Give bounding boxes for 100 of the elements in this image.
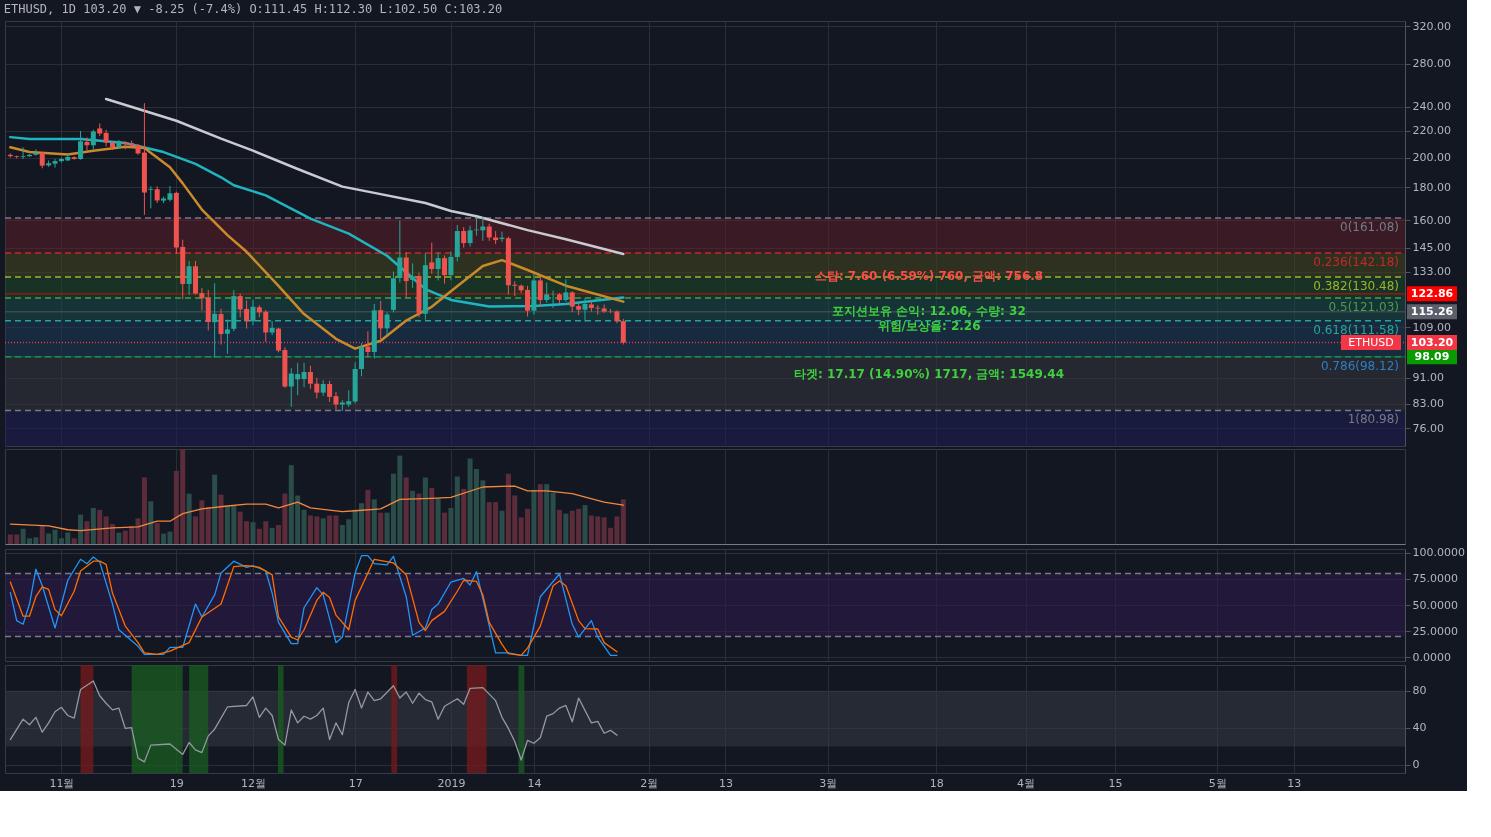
y-tick-label: 103.20 <box>1410 335 1454 349</box>
candlestick <box>244 299 250 330</box>
candlestick <box>537 274 543 308</box>
candlestick <box>397 220 403 283</box>
bar <box>71 538 77 544</box>
bar <box>320 518 326 544</box>
y-tick-label: 98.09 <box>1414 349 1450 363</box>
candlestick <box>429 242 435 275</box>
bar <box>544 484 550 544</box>
bar <box>429 487 435 544</box>
bar <box>301 509 307 544</box>
candlestick <box>314 377 320 400</box>
bar <box>365 489 371 544</box>
candlestick <box>448 250 454 281</box>
candlestick <box>403 251 409 299</box>
x-tick-label: 12월 <box>240 776 266 790</box>
line-series <box>9 680 618 763</box>
candlestick <box>78 130 84 161</box>
y-tick-label: 180.00 <box>1412 180 1451 194</box>
candlestick <box>365 330 371 358</box>
y-tick-label: 133.00 <box>1412 265 1451 279</box>
y-tick-label: 160.00 <box>1412 213 1451 227</box>
x-tick-label: 11월 <box>49 776 75 790</box>
candlestick <box>359 342 365 377</box>
bar <box>116 532 122 544</box>
x-tick-label: 3월 <box>819 776 838 790</box>
ref-line-label: 0.236(142.18) <box>1313 255 1399 270</box>
candlestick <box>186 260 192 296</box>
bar <box>454 476 460 544</box>
bar <box>531 489 537 544</box>
bar <box>78 514 84 544</box>
candlestick <box>307 365 313 390</box>
x-tick-label: 13 <box>718 776 733 790</box>
bar <box>422 477 428 544</box>
bar <box>556 509 562 544</box>
x-tick-label: 2019 <box>437 776 466 790</box>
x-tick-label: 18 <box>929 776 944 790</box>
bar <box>461 488 467 544</box>
ref-line-label: ETHUSD <box>1348 335 1394 349</box>
bar <box>410 490 416 544</box>
bar <box>403 477 409 544</box>
chart-title: ETHUSD, 1D 103.20 ▼ -8.25 (-7.4%) O:111.45 H:112.30 L:102.50 C:103.20 <box>3 1 503 16</box>
bar <box>39 525 45 544</box>
candlestick <box>435 251 441 281</box>
x-tick-label: 2월 <box>640 776 659 790</box>
y-tick-label: 115.26 <box>1410 304 1454 318</box>
ref-line-label: 0.618(111.58) <box>1313 322 1399 337</box>
candlestick <box>512 280 518 297</box>
y-tick-label: 0.0000 <box>1412 650 1451 664</box>
candlestick <box>442 254 448 285</box>
ref-line-label: 1(80.98) <box>1347 412 1399 427</box>
candlestick <box>620 318 626 346</box>
x-tick-label: 15 <box>1108 776 1123 790</box>
x-tick-label: 13 <box>1287 776 1302 790</box>
candlestick <box>90 129 96 150</box>
ref-line-label: 0.786(98.12) <box>1320 358 1399 373</box>
candlestick <box>52 158 58 169</box>
y-tick-label: 75.0000 <box>1412 572 1458 586</box>
ref-line-label: 0(161.08) <box>1340 220 1399 235</box>
line-series <box>104 97 625 256</box>
y-tick-label: 122.86 <box>1410 286 1454 300</box>
y-tick-label: 50.0000 <box>1412 598 1458 612</box>
x-tick-label: 14 <box>527 776 542 790</box>
annotation: 타겟: 17.17 (14.90%) 1717, 금액: 1549.44 <box>793 366 1065 381</box>
candlestick <box>20 146 26 160</box>
y-tick-label: 83.00 <box>1412 397 1444 411</box>
y-tick-label: 100.0000 <box>1412 546 1465 560</box>
candlestick <box>263 309 269 343</box>
candlestick <box>544 282 550 304</box>
bar <box>378 512 384 544</box>
y-tick-label: 240.00 <box>1412 100 1451 114</box>
bar <box>563 513 569 544</box>
bar <box>186 493 192 544</box>
y-tick-label: 25.0000 <box>1412 624 1458 638</box>
bar <box>448 507 454 544</box>
bar <box>269 527 275 544</box>
bar <box>442 512 448 544</box>
candlestick <box>148 185 154 209</box>
bar <box>154 523 160 544</box>
bar <box>582 505 588 544</box>
candlestick <box>33 148 39 157</box>
candlestick <box>525 285 531 317</box>
y-tick-label: 320.00 <box>1412 19 1451 33</box>
x-tick-label: 4월 <box>1017 776 1036 790</box>
y-tick-label: 280.00 <box>1412 57 1451 71</box>
bar <box>371 499 377 544</box>
bar <box>84 521 90 544</box>
bar <box>435 498 441 544</box>
y-tick-label: 220.00 <box>1412 124 1451 138</box>
bar <box>97 509 103 544</box>
y-tick-label: 40 <box>1412 721 1427 735</box>
y-tick-label: 76.00 <box>1412 421 1444 435</box>
bar <box>499 510 505 544</box>
y-tick-label: 200.00 <box>1412 151 1451 165</box>
bar <box>205 506 211 544</box>
ref-line-label: 0.382(130.48) <box>1313 279 1399 294</box>
line-series <box>9 135 625 308</box>
candlestick <box>563 278 569 303</box>
bar <box>46 533 52 544</box>
bar <box>537 484 543 544</box>
